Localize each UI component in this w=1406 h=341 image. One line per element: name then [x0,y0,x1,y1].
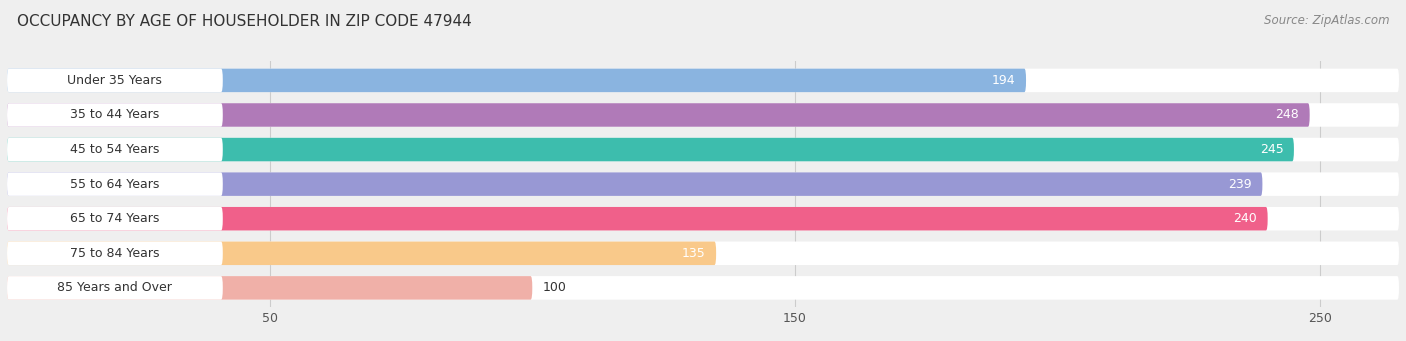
FancyBboxPatch shape [7,241,716,265]
Text: 245: 245 [1260,143,1284,156]
FancyBboxPatch shape [7,173,1399,196]
FancyBboxPatch shape [7,276,222,300]
Text: OCCUPANCY BY AGE OF HOUSEHOLDER IN ZIP CODE 47944: OCCUPANCY BY AGE OF HOUSEHOLDER IN ZIP C… [17,14,471,29]
FancyBboxPatch shape [7,69,1399,92]
FancyBboxPatch shape [7,69,1026,92]
FancyBboxPatch shape [7,207,222,231]
FancyBboxPatch shape [7,103,1309,127]
FancyBboxPatch shape [7,276,1399,300]
Text: 55 to 64 Years: 55 to 64 Years [70,178,160,191]
Text: 100: 100 [543,281,567,294]
FancyBboxPatch shape [7,241,222,265]
Text: Source: ZipAtlas.com: Source: ZipAtlas.com [1264,14,1389,27]
FancyBboxPatch shape [7,103,1399,127]
FancyBboxPatch shape [7,138,1294,161]
FancyBboxPatch shape [7,173,222,196]
FancyBboxPatch shape [7,207,1399,231]
Text: 45 to 54 Years: 45 to 54 Years [70,143,160,156]
Text: 65 to 74 Years: 65 to 74 Years [70,212,160,225]
Text: 248: 248 [1275,108,1299,121]
FancyBboxPatch shape [7,103,222,127]
FancyBboxPatch shape [7,138,222,161]
FancyBboxPatch shape [7,276,533,300]
Text: 75 to 84 Years: 75 to 84 Years [70,247,160,260]
FancyBboxPatch shape [7,138,1399,161]
FancyBboxPatch shape [7,69,222,92]
FancyBboxPatch shape [7,173,1263,196]
Text: 240: 240 [1233,212,1257,225]
Text: 135: 135 [682,247,706,260]
Text: 85 Years and Over: 85 Years and Over [58,281,173,294]
Text: 35 to 44 Years: 35 to 44 Years [70,108,159,121]
FancyBboxPatch shape [7,207,1268,231]
Text: 194: 194 [991,74,1015,87]
FancyBboxPatch shape [7,241,1399,265]
Text: 239: 239 [1229,178,1251,191]
Text: Under 35 Years: Under 35 Years [67,74,162,87]
